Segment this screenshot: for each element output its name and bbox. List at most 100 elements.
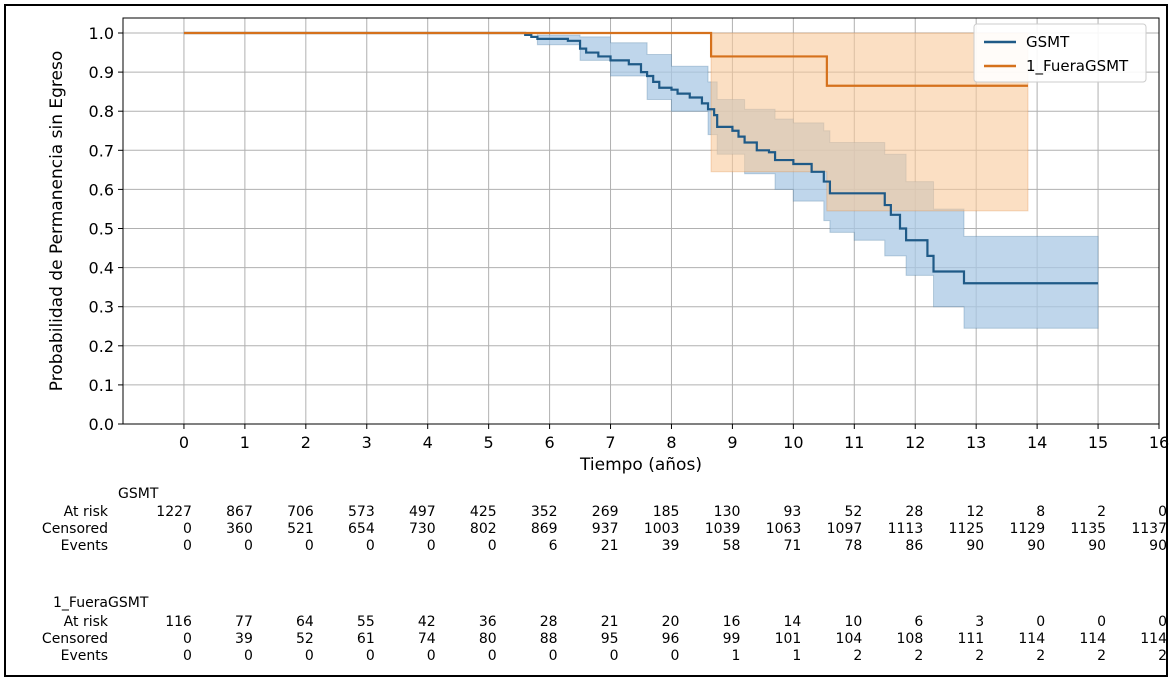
risk-cell: 36 bbox=[479, 614, 497, 630]
risk-cell: 20 bbox=[662, 614, 680, 630]
risk-cell: 867 bbox=[226, 504, 253, 520]
risk-cell: 0 bbox=[671, 648, 680, 664]
x-tick-label: 14 bbox=[1027, 433, 1047, 452]
y-tick-label: 0.9 bbox=[89, 63, 114, 82]
risk-cell: 114 bbox=[1079, 631, 1106, 647]
risk-cell: 21 bbox=[601, 538, 619, 554]
risk-cell: 90 bbox=[966, 538, 984, 554]
risk-cell: 80 bbox=[479, 631, 497, 647]
risk-cell: 64 bbox=[296, 614, 314, 630]
x-tick-label: 8 bbox=[666, 433, 676, 452]
risk-cell: 111 bbox=[957, 631, 984, 647]
axes-frame bbox=[122, 17, 1160, 425]
risk-cell: 14 bbox=[784, 614, 802, 630]
survival-line-1_FueraGSMT bbox=[183, 31, 1028, 87]
risk-cell: 28 bbox=[905, 504, 923, 520]
risk-group-name: 1_FueraGSMT bbox=[53, 595, 149, 611]
risk-cell: 21 bbox=[601, 614, 619, 630]
risk-cell: 185 bbox=[653, 504, 680, 520]
risk-cell: 573 bbox=[348, 504, 375, 520]
risk-cell: 39 bbox=[662, 538, 680, 554]
y-tick-label: 0.1 bbox=[89, 376, 114, 395]
risk-cell: 78 bbox=[844, 538, 862, 554]
risk-cell: 88 bbox=[540, 631, 558, 647]
risk-cell: 0 bbox=[244, 648, 253, 664]
legend: GSMT 1_FueraGSMT bbox=[973, 23, 1147, 83]
risk-cell: 58 bbox=[723, 538, 741, 554]
risk-cell: 2 bbox=[853, 648, 862, 664]
risk-cell: 352 bbox=[531, 504, 558, 520]
risk-cell: 2 bbox=[1097, 648, 1106, 664]
risk-cell: 71 bbox=[784, 538, 802, 554]
risk-cell: 937 bbox=[592, 521, 619, 537]
risk-cell: 869 bbox=[531, 521, 558, 537]
risk-cell: 6 bbox=[914, 614, 923, 630]
y-tick-label: 0.4 bbox=[89, 259, 114, 278]
risk-cell: 1 bbox=[731, 648, 740, 664]
risk-cell: 1 bbox=[792, 648, 801, 664]
risk-cell: 95 bbox=[601, 631, 619, 647]
risk-cell: 52 bbox=[296, 631, 314, 647]
risk-cell: 0 bbox=[305, 648, 314, 664]
x-tick-label: 11 bbox=[844, 433, 864, 452]
risk-cell: 2 bbox=[975, 648, 984, 664]
risk-cell: 0 bbox=[488, 648, 497, 664]
risk-cell: 0 bbox=[427, 538, 436, 554]
risk-cell: 77 bbox=[235, 614, 253, 630]
risk-cell: 0 bbox=[610, 648, 619, 664]
x-tick-label: 7 bbox=[605, 433, 615, 452]
risk-cell: 1227 bbox=[156, 504, 192, 520]
y-tick-label: 1.0 bbox=[89, 24, 114, 43]
risk-cell: 0 bbox=[183, 648, 192, 664]
x-axis-label: Tiempo (años) bbox=[579, 455, 702, 475]
risk-cell: 90 bbox=[1027, 538, 1045, 554]
risk-cell: 0 bbox=[366, 538, 375, 554]
risk-cell: 1063 bbox=[766, 521, 802, 537]
risk-cell: 0 bbox=[183, 631, 192, 647]
y-tick-label: 0.7 bbox=[89, 141, 114, 160]
x-tick-label: 0 bbox=[179, 433, 189, 452]
risk-cell: 1039 bbox=[705, 521, 741, 537]
risk-cell: 1129 bbox=[1009, 521, 1045, 537]
risk-row-label: At risk bbox=[64, 504, 109, 520]
y-tick-label: 0.2 bbox=[89, 337, 114, 356]
risk-cell: 52 bbox=[844, 504, 862, 520]
risk-cell: 1113 bbox=[888, 521, 924, 537]
risk-cell: 86 bbox=[905, 538, 923, 554]
risk-cell: 0 bbox=[488, 538, 497, 554]
risk-cell: 42 bbox=[418, 614, 436, 630]
risk-row-label: Censored bbox=[42, 521, 108, 537]
risk-cell: 6 bbox=[549, 538, 558, 554]
risk-cell: 0 bbox=[1036, 614, 1045, 630]
x-tick-label: 12 bbox=[905, 433, 925, 452]
ci-band-GSMT bbox=[183, 32, 1099, 329]
risk-cell: 497 bbox=[409, 504, 436, 520]
risk-cell: 90 bbox=[1149, 538, 1167, 554]
x-tick-label: 3 bbox=[362, 433, 372, 452]
risk-cell: 2 bbox=[914, 648, 923, 664]
risk-cell: 1003 bbox=[644, 521, 680, 537]
x-tick-label: 4 bbox=[423, 433, 433, 452]
risk-row-label: Events bbox=[61, 648, 108, 664]
risk-cell: 2 bbox=[1036, 648, 1045, 664]
risk-cell: 16 bbox=[723, 614, 741, 630]
risk-cell: 0 bbox=[366, 648, 375, 664]
risk-cell: 360 bbox=[226, 521, 253, 537]
risk-cell: 101 bbox=[775, 631, 802, 647]
risk-cell: 108 bbox=[897, 631, 924, 647]
y-tick-label: 0.3 bbox=[89, 298, 114, 317]
risk-cell: 55 bbox=[357, 614, 375, 630]
risk-cell: 104 bbox=[836, 631, 863, 647]
risk-cell: 1135 bbox=[1070, 521, 1106, 537]
risk-cell: 12 bbox=[966, 504, 984, 520]
risk-cell: 99 bbox=[723, 631, 741, 647]
x-tick-label: 1 bbox=[240, 433, 250, 452]
risk-cell: 3 bbox=[975, 614, 984, 630]
risk-row-label: At risk bbox=[64, 614, 109, 630]
risk-cell: 654 bbox=[348, 521, 375, 537]
y-tick-label: 0.5 bbox=[89, 220, 114, 239]
y-tick-label: 0.0 bbox=[89, 415, 114, 434]
risk-cell: 114 bbox=[1140, 631, 1167, 647]
x-tick-label: 9 bbox=[727, 433, 737, 452]
